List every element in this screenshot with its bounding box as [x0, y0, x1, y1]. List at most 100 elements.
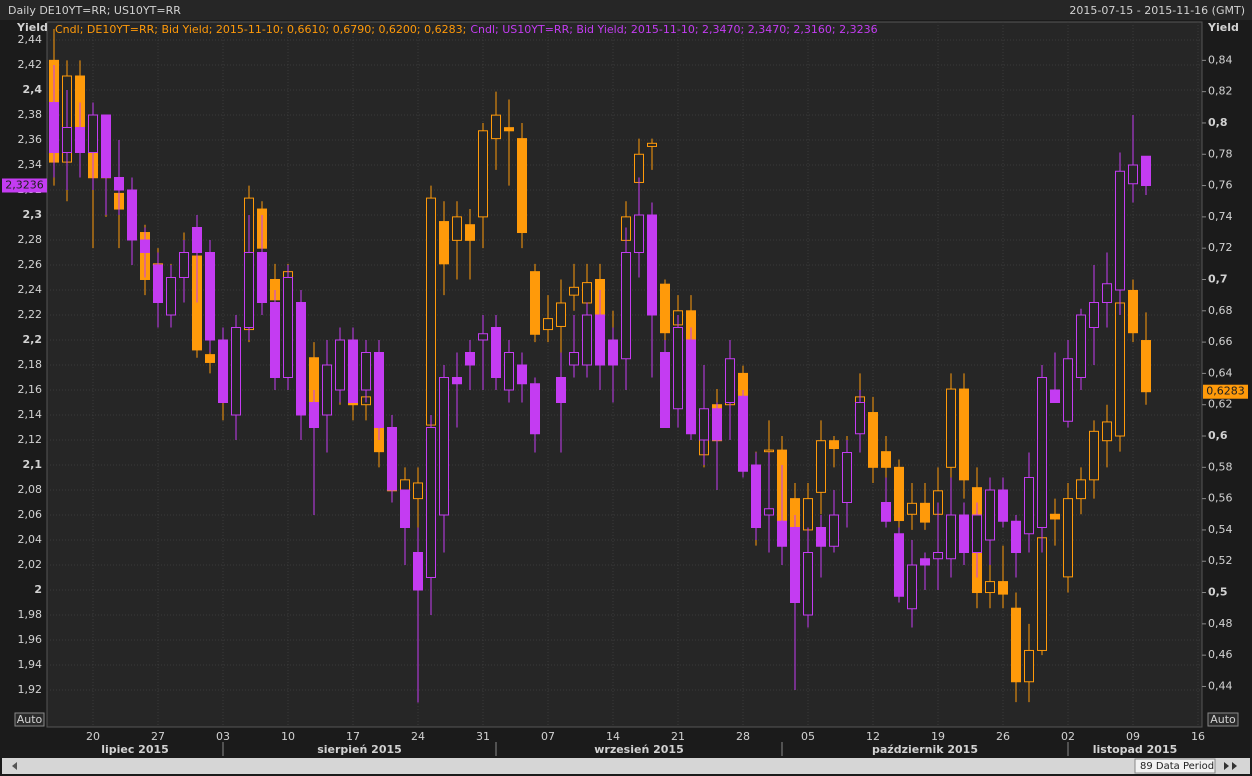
y-tick-label: 2,28	[18, 233, 43, 246]
y2-tick-label: 0,76	[1208, 179, 1233, 192]
candle-body	[946, 514, 956, 560]
x-tick-label: 31	[476, 730, 490, 743]
y2-tick-label: 0,72	[1208, 241, 1233, 254]
candle-body	[751, 464, 761, 528]
candle-body	[608, 339, 618, 366]
candle-body	[309, 402, 319, 428]
candle-body	[868, 412, 878, 468]
candle-body	[244, 252, 254, 328]
y-tick-label: 2,36	[18, 133, 43, 146]
candle-body	[829, 440, 839, 450]
candle-body	[842, 452, 852, 503]
candle-body	[985, 489, 995, 541]
auto-button[interactable]	[1207, 712, 1239, 727]
header-bar	[0, 0, 1252, 20]
x-tick-label: 28	[736, 730, 750, 743]
candle-body	[465, 352, 475, 366]
candle-body	[1037, 537, 1047, 651]
candle-body	[920, 502, 930, 523]
candle-body	[1024, 477, 1034, 535]
last-value-label: 2,3236	[5, 179, 44, 192]
auto-button[interactable]	[14, 712, 45, 727]
candle-body	[478, 130, 488, 218]
candle-body	[270, 302, 280, 378]
candle-body	[816, 440, 826, 493]
candle-body	[907, 564, 917, 610]
candle-body	[569, 286, 579, 296]
y-tick-label: 2,02	[18, 558, 43, 571]
candle-body	[894, 466, 904, 522]
month-label: listopad 2015	[1093, 743, 1178, 756]
candle-body	[556, 302, 566, 327]
y2-tick-label: 0,44	[1208, 679, 1233, 692]
y-tick-label: 2,3	[23, 208, 43, 221]
candle-body	[1063, 358, 1073, 422]
x-tick-label: 17	[346, 730, 360, 743]
candle-body	[959, 514, 969, 553]
x-tick-label: 16	[1191, 730, 1205, 743]
candle-body	[777, 520, 787, 547]
x-tick-label: 27	[151, 730, 165, 743]
candle-body	[1037, 377, 1047, 528]
y-tick-label: 1,92	[18, 683, 43, 696]
chart-title: Daily DE10YT=RR; US10YT=RR	[8, 4, 181, 17]
y-tick-label: 2,04	[18, 533, 43, 546]
auto-button-label[interactable]: Auto	[1210, 713, 1236, 726]
y2-tick-label: 0,52	[1208, 554, 1233, 567]
candle-body	[413, 482, 423, 500]
y-tick-label: 2	[34, 583, 42, 596]
candle-body	[1115, 302, 1125, 437]
x-tick-label: 05	[801, 730, 815, 743]
y2-tick-label: 0,6	[1208, 429, 1228, 442]
candle-body	[166, 277, 176, 316]
candle-body	[205, 354, 215, 363]
last-value-box	[1203, 384, 1248, 399]
period-label[interactable]: 89 Data Period	[1140, 761, 1214, 772]
candle-body	[647, 214, 657, 316]
candle-body	[296, 302, 306, 416]
candle-body	[907, 502, 917, 515]
candle-body	[517, 364, 527, 385]
scrollbar[interactable]	[2, 758, 1250, 774]
candle-body	[1050, 389, 1060, 403]
candle-body	[595, 314, 605, 366]
candle-body	[192, 227, 202, 253]
candle-body	[712, 408, 722, 441]
candle-body	[452, 216, 462, 241]
y2-tick-label: 0,5	[1208, 586, 1228, 599]
x-tick-label: 14	[606, 730, 620, 743]
candle-body	[413, 552, 423, 591]
x-tick-label: 20	[86, 730, 100, 743]
y-tick-label: 2,12	[18, 433, 43, 446]
candle-body	[647, 142, 657, 147]
period-select[interactable]	[1134, 758, 1216, 774]
candle-body	[985, 581, 995, 594]
last-value-label: 0,6283	[1206, 385, 1245, 398]
candle-body	[426, 197, 436, 426]
candle-body	[1102, 421, 1112, 442]
y2-tick-label: 0,48	[1208, 617, 1233, 630]
x-tick-label: 03	[216, 730, 230, 743]
last-value-box	[2, 178, 47, 193]
candle-body	[764, 508, 774, 516]
y-tick-label: 1,94	[18, 658, 43, 671]
candle-body	[88, 114, 98, 153]
auto-button-label[interactable]: Auto	[17, 713, 43, 726]
y-tick-label: 2,38	[18, 108, 43, 121]
y-tick-label: 2,44	[18, 33, 43, 46]
candle-body	[1063, 498, 1073, 578]
candle-body	[1011, 520, 1021, 553]
scroll-left[interactable]	[12, 762, 17, 770]
y-tick-label: 2,1	[23, 458, 43, 471]
grid	[47, 22, 1202, 727]
candle-body	[803, 498, 813, 531]
candle-body	[1024, 649, 1034, 683]
candle-body	[1089, 430, 1099, 481]
candle-body	[829, 514, 839, 547]
scroll-right[interactable]	[1224, 762, 1237, 770]
candle-body	[452, 377, 462, 385]
candle-body	[1115, 170, 1125, 291]
y-tick-label: 2,16	[18, 383, 43, 396]
x-tick-label: 12	[866, 730, 880, 743]
